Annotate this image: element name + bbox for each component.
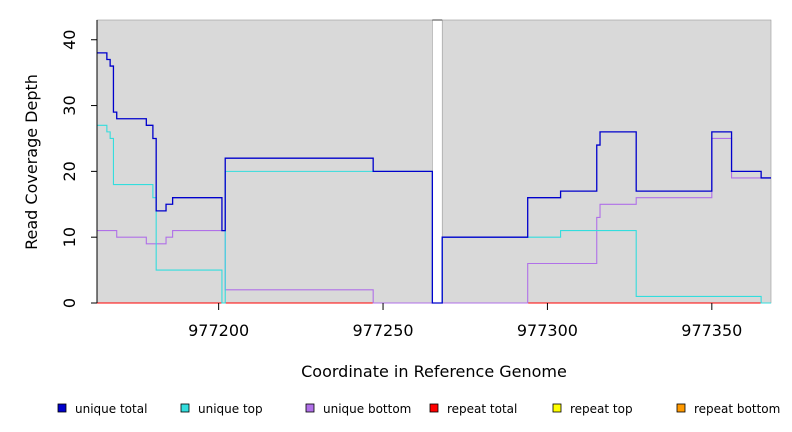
legend-label: repeat top: [570, 402, 633, 416]
plot-panel-left: [96, 19, 433, 304]
legend-swatch: [676, 403, 686, 413]
y-tick-label: 30: [60, 95, 79, 115]
series-unique-total: [97, 52, 771, 304]
x-axis-title: Coordinate in Reference Genome: [301, 362, 567, 381]
x-tick-label: 977200: [188, 321, 249, 340]
y-tick-label: 0: [60, 298, 79, 308]
y-tick-label: 40: [60, 30, 79, 50]
legend-swatch: [429, 403, 439, 413]
legend-swatch: [180, 403, 190, 413]
y-tick-label: 20: [60, 161, 79, 181]
axes: 0 10 20 30 40 977200 977250 977300 977350: [60, 20, 742, 340]
legend-swatch: [305, 403, 315, 413]
series-layer: [97, 52, 771, 304]
legend-label: unique bottom: [323, 402, 411, 416]
y-tick-label: 10: [60, 227, 79, 247]
legend-label: repeat bottom: [694, 402, 780, 416]
legend-swatch: [552, 403, 562, 413]
plot-background: [96, 19, 772, 304]
x-tick-label: 977300: [517, 321, 578, 340]
x-tick-label: 977250: [352, 321, 413, 340]
x-tick-label: 977350: [681, 321, 742, 340]
y-axis-title: Read Coverage Depth: [22, 74, 41, 250]
series-unique-bottom: [97, 137, 771, 304]
legend-label: unique top: [198, 402, 263, 416]
legend: unique total unique top unique bottom repea…: [57, 402, 780, 416]
legend-label: unique total: [75, 402, 147, 416]
legend-swatch: [57, 403, 67, 413]
plot-panel-right: [441, 19, 772, 304]
series-unique-top: [97, 124, 771, 304]
legend-label: repeat total: [447, 402, 517, 416]
